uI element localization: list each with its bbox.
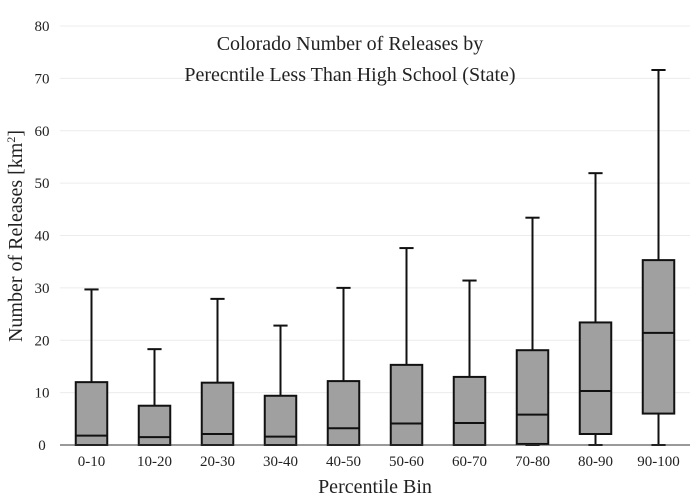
box-body-70-80 bbox=[515, 349, 550, 445]
box-body-10-20 bbox=[137, 404, 172, 446]
x-tick-label-80-90: 80-90 bbox=[578, 454, 613, 470]
y-tick-label-20: 20 bbox=[35, 333, 50, 349]
y-tick-label-60: 60 bbox=[35, 124, 50, 140]
box-80-90 bbox=[578, 172, 613, 446]
box-body-90-100 bbox=[641, 259, 676, 415]
y-axis-title-main: Number of Releases [km bbox=[5, 142, 27, 342]
x-axis-title: Percentile Bin bbox=[318, 476, 432, 498]
x-tick-labels: 0-10 10-20 20-30 30-40 40-50 50-60 60-70 70-80 8… bbox=[78, 454, 680, 470]
box-30-40 bbox=[263, 324, 298, 446]
y-axis-title: Number of Releases [km2] bbox=[4, 130, 27, 342]
x-tick-label-0-10: 0-10 bbox=[78, 454, 106, 470]
box-10-20 bbox=[137, 348, 172, 446]
box-body-0-10 bbox=[74, 381, 109, 446]
box-body-50-60 bbox=[389, 363, 424, 446]
y-tick-label-10: 10 bbox=[35, 386, 50, 402]
y-axis-title-end: ] bbox=[5, 130, 27, 137]
box-60-70 bbox=[452, 279, 487, 447]
x-tick-label-70-80: 70-80 bbox=[515, 454, 550, 470]
boxes bbox=[74, 68, 676, 447]
box-body-80-90 bbox=[578, 321, 613, 436]
box-0-10 bbox=[74, 288, 109, 446]
box-70-80 bbox=[515, 216, 550, 446]
x-tick-label-50-60: 50-60 bbox=[389, 454, 424, 470]
box-body-60-70 bbox=[452, 375, 487, 447]
x-tick-label-40-50: 40-50 bbox=[326, 454, 361, 470]
chart-title-line-2: Perecntile Less Than High School (State) bbox=[184, 64, 515, 86]
x-tick-label-30-40: 30-40 bbox=[263, 454, 298, 470]
y-tick-labels: 0 10 20 30 40 50 60 70 80 bbox=[35, 19, 50, 454]
box-90-100 bbox=[641, 68, 676, 446]
x-tick-label-60-70: 60-70 bbox=[452, 454, 487, 470]
x-tick-label-10-20: 10-20 bbox=[137, 454, 172, 470]
box-body-40-50 bbox=[326, 380, 361, 447]
y-axis-title-superscript: 2 bbox=[4, 137, 18, 143]
y-tick-label-80: 80 bbox=[35, 19, 50, 35]
box-50-60 bbox=[389, 247, 424, 446]
chart-title-line-1: Colorado Number of Releases by bbox=[217, 33, 484, 55]
y-tick-label-40: 40 bbox=[35, 229, 50, 245]
box-40-50 bbox=[326, 286, 361, 447]
y-tick-label-70: 70 bbox=[35, 71, 50, 87]
x-tick-label-90-100: 90-100 bbox=[637, 454, 680, 470]
gridlines bbox=[60, 25, 690, 394]
y-tick-label-50: 50 bbox=[35, 176, 50, 192]
y-tick-label-0: 0 bbox=[38, 438, 46, 454]
x-tick-label-20-30: 20-30 bbox=[200, 454, 235, 470]
box-body-20-30 bbox=[200, 381, 235, 446]
box-20-30 bbox=[200, 297, 235, 446]
y-tick-label-30: 30 bbox=[35, 281, 50, 297]
